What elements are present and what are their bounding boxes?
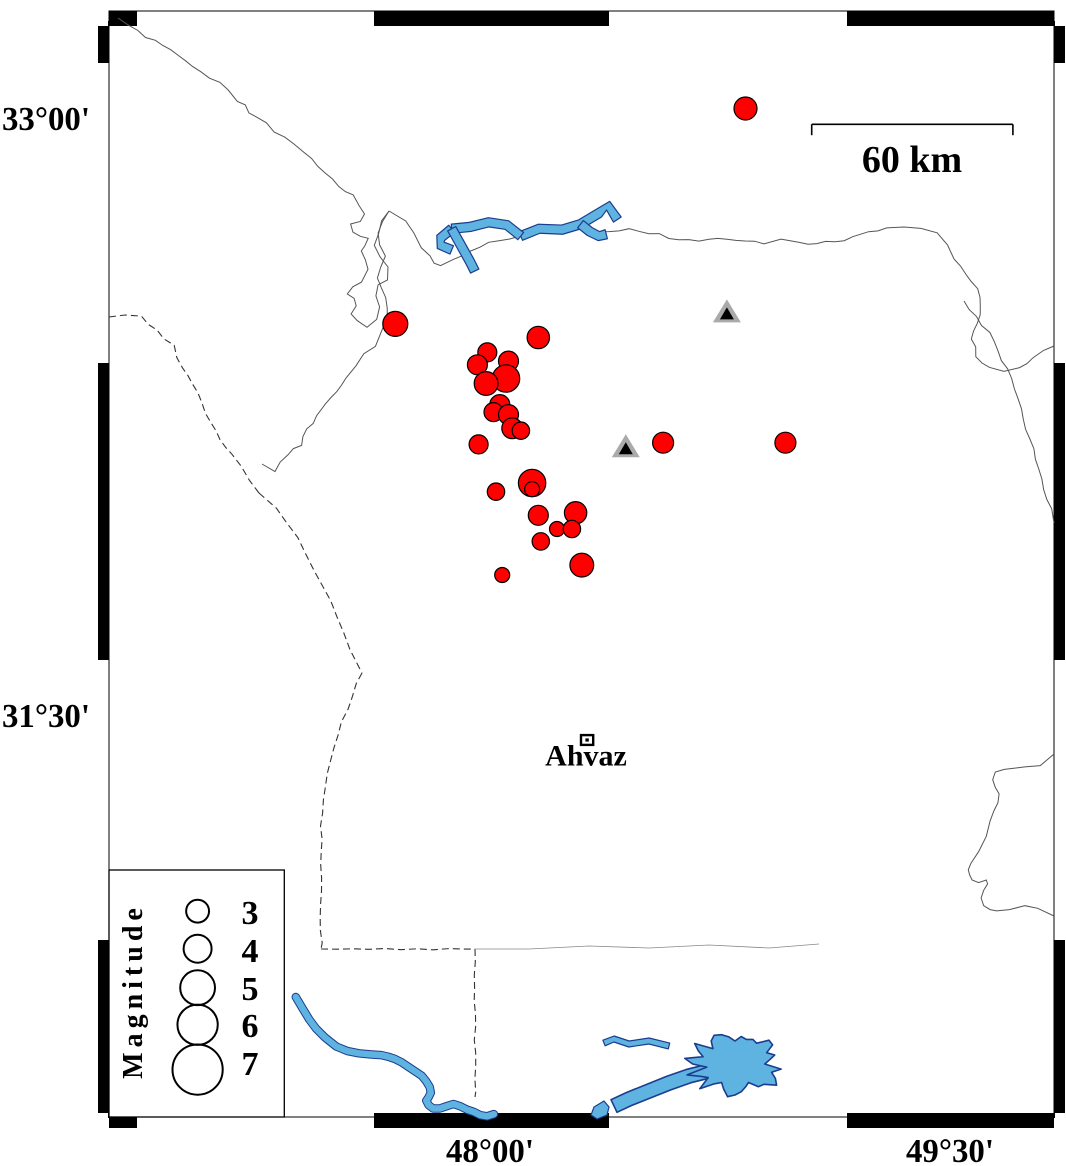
svg-text:3: 3 [242, 895, 259, 932]
svg-text:31°30': 31°30' [2, 698, 90, 735]
svg-text:33°00': 33°00' [2, 101, 90, 138]
svg-text:6: 6 [242, 1008, 259, 1045]
svg-text:48°00': 48°00' [446, 1133, 534, 1166]
svg-text:49°30': 49°30' [906, 1133, 994, 1166]
svg-text:4: 4 [242, 933, 259, 970]
svg-text:Ahvaz: Ahvaz [545, 739, 627, 772]
svg-text:7: 7 [242, 1046, 259, 1083]
svg-text:5: 5 [242, 971, 259, 1008]
svg-text:60 km: 60 km [862, 139, 962, 181]
svg-text:Magnitude: Magnitude [118, 903, 149, 1079]
